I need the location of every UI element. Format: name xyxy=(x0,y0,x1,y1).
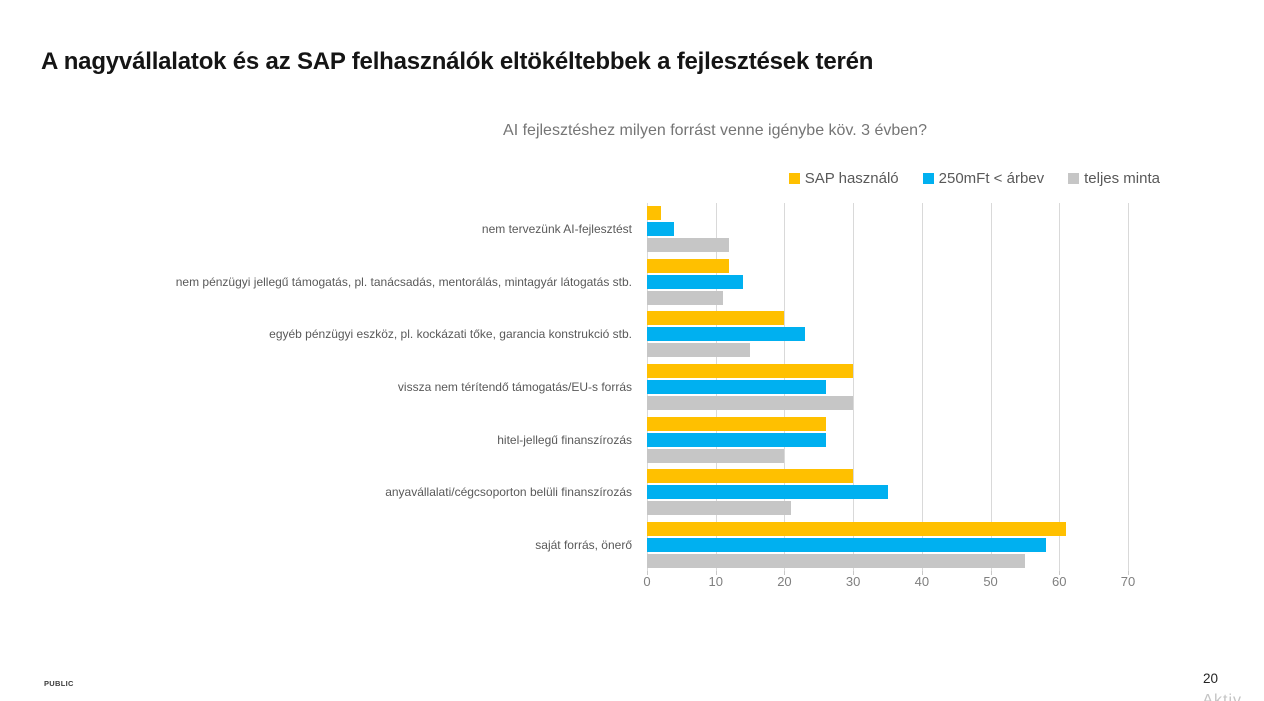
plot-area xyxy=(647,203,1129,575)
x-axis-tick-label: 50 xyxy=(983,574,998,589)
bar xyxy=(647,485,888,500)
bar xyxy=(647,222,675,237)
x-axis-tick-label: 70 xyxy=(1120,574,1136,589)
category-label: hitel-jellegű finanszírozás xyxy=(497,432,632,447)
category-label: vissza nem térítendő támogatás/EU-s forr… xyxy=(397,380,632,395)
category-label: egyéb pénzügyi eszköz, pl. kockázati tők… xyxy=(269,327,632,342)
chart-title: AI fejlesztéshez milyen forrást venne ig… xyxy=(503,122,927,139)
bar xyxy=(647,327,806,342)
bar xyxy=(647,396,854,411)
bar xyxy=(647,537,1046,552)
bar xyxy=(647,469,854,484)
x-axis-tick-label: 10 xyxy=(708,574,723,589)
bar xyxy=(647,380,826,395)
page-number: 20 xyxy=(1202,671,1218,686)
bar xyxy=(647,448,785,463)
legend-item: 250mFt < árbev xyxy=(922,170,1045,187)
x-axis-tick-label: 30 xyxy=(845,574,861,589)
bar xyxy=(647,343,751,358)
x-axis-tick-label: 20 xyxy=(777,574,792,589)
legend-swatch-1 xyxy=(922,173,934,184)
gridline xyxy=(990,203,992,571)
partial-logo-text: Aktiv xyxy=(1202,692,1242,701)
bar-group xyxy=(647,203,1128,256)
axis-tick xyxy=(647,571,648,575)
bar xyxy=(647,501,792,516)
axis-tick xyxy=(1128,571,1129,575)
legend-swatch-0 xyxy=(788,173,800,184)
gridline xyxy=(853,203,855,571)
gridline xyxy=(1059,203,1061,571)
bar-rows xyxy=(647,203,1128,571)
bar xyxy=(647,274,744,289)
axis-tick xyxy=(1059,571,1061,575)
footer-public-label: PUBLIC xyxy=(44,679,74,688)
x-axis-tick-label: 40 xyxy=(914,574,930,589)
bar-group xyxy=(647,256,1128,309)
bar xyxy=(647,311,785,326)
bar xyxy=(647,416,826,431)
axis-tick xyxy=(990,571,992,575)
bar xyxy=(647,521,1067,536)
gridline xyxy=(1128,203,1129,571)
category-labels: nem tervezünk AI-fejlesztést nem pénzügyi… xyxy=(100,203,640,571)
axis-tick xyxy=(715,571,717,575)
x-axis-tick-label: 0 xyxy=(643,574,651,589)
legend-item: teljes minta xyxy=(1068,170,1160,187)
category-label: nem tervezünk AI-fejlesztést xyxy=(481,222,632,237)
x-axis-tick-label: 60 xyxy=(1052,574,1067,589)
legend-item: SAP használó xyxy=(788,170,899,187)
bar xyxy=(647,553,1025,568)
chart-legend: SAP használó 250mFt < árbev teljes minta xyxy=(788,170,1160,187)
legend-swatch-2 xyxy=(1068,173,1080,184)
bar-group xyxy=(647,308,1128,361)
category-label: anyavállalati/cégcsoporton belüli finans… xyxy=(385,485,632,500)
bar xyxy=(647,238,730,253)
bar-group xyxy=(647,413,1128,466)
bar-group xyxy=(647,361,1128,414)
axis-tick xyxy=(853,571,855,575)
slide-title: A nagyvállalatok és az SAP felhasználók … xyxy=(41,48,874,75)
legend-label: SAP használó xyxy=(804,170,899,187)
axis-tick xyxy=(784,571,786,575)
bar xyxy=(647,206,661,221)
bar xyxy=(647,364,854,379)
x-axis-tick-labels: 0 10 20 30 40 50 60 70 xyxy=(643,574,1135,590)
bar xyxy=(647,258,730,273)
legend-label: 250mFt < árbev xyxy=(938,170,1045,187)
bar xyxy=(647,432,826,447)
bar-group xyxy=(647,518,1128,571)
bar-group xyxy=(647,466,1128,519)
legend-label: teljes minta xyxy=(1084,170,1160,187)
bar xyxy=(647,290,723,305)
axis-tick xyxy=(921,571,923,575)
gridline xyxy=(921,203,923,571)
category-label: saját forrás, önerő xyxy=(535,537,632,552)
category-label: nem pénzügyi jellegű támogatás, pl. taná… xyxy=(175,274,632,289)
